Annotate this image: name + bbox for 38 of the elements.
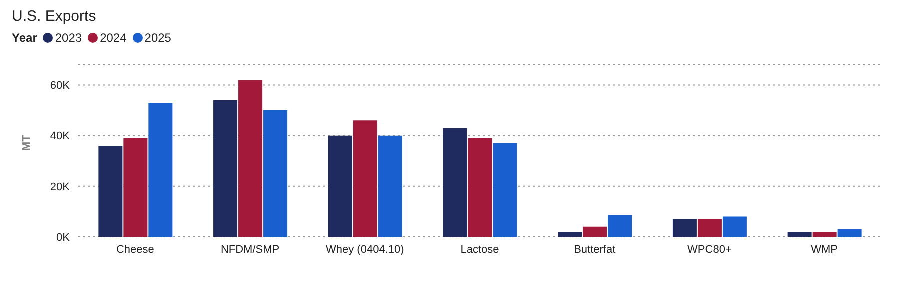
- legend-label: 2023: [54, 31, 82, 45]
- y-tick-label: 60K: [50, 80, 71, 92]
- bar: [124, 138, 148, 237]
- bar: [838, 229, 862, 237]
- bar: [493, 143, 518, 237]
- y-tick-label: 20K: [50, 181, 71, 194]
- y-tick-label: 40K: [50, 130, 71, 143]
- x-tick-label: Whey (0404.10): [326, 244, 404, 256]
- bar: [353, 120, 378, 237]
- bar: [558, 232, 582, 237]
- bar: [583, 226, 608, 237]
- x-tick-label: NFDM/SMP: [220, 244, 280, 256]
- bar: [264, 110, 288, 237]
- bar: [238, 80, 263, 237]
- x-tick-label: Butterfat: [574, 244, 616, 256]
- y-tick-label: 0K: [56, 232, 71, 244]
- x-tick-label: WMP: [811, 244, 838, 256]
- chart-title: U.S. Exports: [12, 8, 98, 25]
- x-tick-label: Cheese: [116, 244, 154, 256]
- bar: [788, 232, 812, 237]
- x-tick-label: Lactose: [460, 244, 500, 256]
- bar: [148, 102, 173, 237]
- bar: [214, 100, 238, 237]
- bar: [378, 136, 402, 237]
- x-tick-label: WPC80+: [688, 244, 732, 256]
- bar: [722, 216, 747, 237]
- bar: [672, 219, 697, 237]
- bar: [698, 219, 722, 237]
- bar: [328, 136, 352, 237]
- bar: [608, 216, 632, 237]
- bar: [468, 138, 492, 237]
- bar: [443, 128, 468, 237]
- bar: [98, 146, 123, 237]
- legend-label: 2024: [99, 31, 127, 45]
- legend-title: Year: [12, 31, 38, 45]
- bar: [812, 232, 837, 237]
- y-axis-title: MT: [20, 134, 33, 151]
- legend-label: 2025: [144, 31, 172, 45]
